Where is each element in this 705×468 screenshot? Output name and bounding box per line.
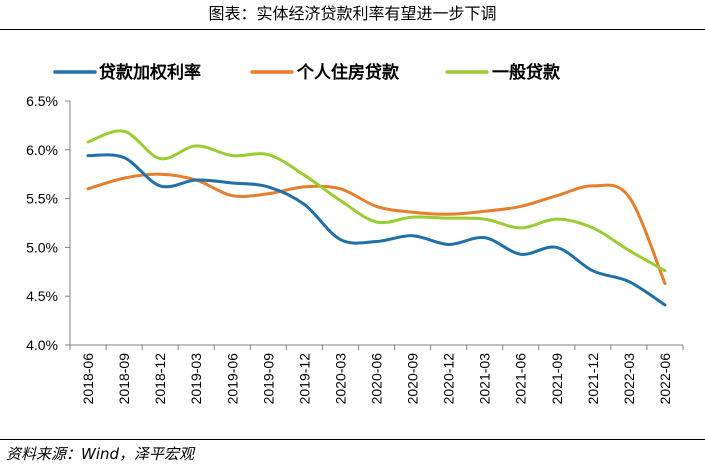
x-tick-label: 2020-12	[441, 353, 457, 405]
chart-axes: 4.0% 4.5% 5.0% 5.5% 6.0% 6.5% 2018-06 2018-09 20…	[26, 93, 684, 405]
x-tick-label: 2019-12	[296, 353, 312, 405]
x-tick-label: 2021-09	[549, 353, 565, 405]
series-line-2	[86, 129, 667, 273]
series-line-1	[86, 172, 667, 286]
x-tick-label: 2019-06	[224, 353, 240, 405]
x-tick-label: 2019-03	[188, 353, 204, 405]
x-tick-label: 2018-09	[116, 353, 132, 405]
y-tick-label: 4.0%	[26, 337, 58, 353]
y-tick-label: 5.0%	[26, 239, 58, 255]
x-tick-label: 2021-06	[513, 353, 529, 405]
y-tick-label: 6.5%	[26, 93, 58, 109]
x-tick-label: 2021-03	[477, 353, 493, 405]
x-tick-label: 2020-03	[332, 353, 348, 405]
legend-label-1: 个人住房贷款	[296, 62, 400, 83]
series-line-0	[86, 153, 667, 307]
x-tick-label: 2020-09	[405, 353, 421, 405]
y-tick-label: 6.0%	[26, 142, 58, 158]
title-divider	[0, 29, 705, 30]
x-tick-label: 2020-06	[369, 353, 385, 405]
chart-legend: 贷款加权利率 个人住房贷款 一般贷款	[53, 62, 561, 83]
x-tick-label: 2018-12	[152, 353, 168, 405]
x-tick-label: 2021-12	[585, 353, 601, 405]
chart-title: 图表：实体经济贷款利率有望进一步下调	[208, 4, 497, 23]
source-note: 资料来源：Wind，泽平宏观	[6, 445, 195, 463]
y-tick-label: 4.5%	[26, 288, 58, 304]
x-tick-label: 2019-09	[260, 353, 276, 405]
y-tick-label: 5.5%	[26, 191, 58, 207]
source-divider	[0, 439, 705, 440]
x-tick-label: 2022-03	[621, 353, 637, 405]
chart-series	[86, 129, 667, 307]
line-chart: 贷款加权利率 个人住房贷款 一般贷款 4.0% 4.5% 5.0% 5.5% 6.0% 6.5…	[26, 62, 684, 405]
x-tick-label: 2018-06	[80, 353, 96, 405]
legend-label-0: 贷款加权利率	[99, 62, 201, 83]
x-tick-label: 2022-06	[657, 353, 673, 405]
legend-label-2: 一般贷款	[492, 62, 561, 83]
